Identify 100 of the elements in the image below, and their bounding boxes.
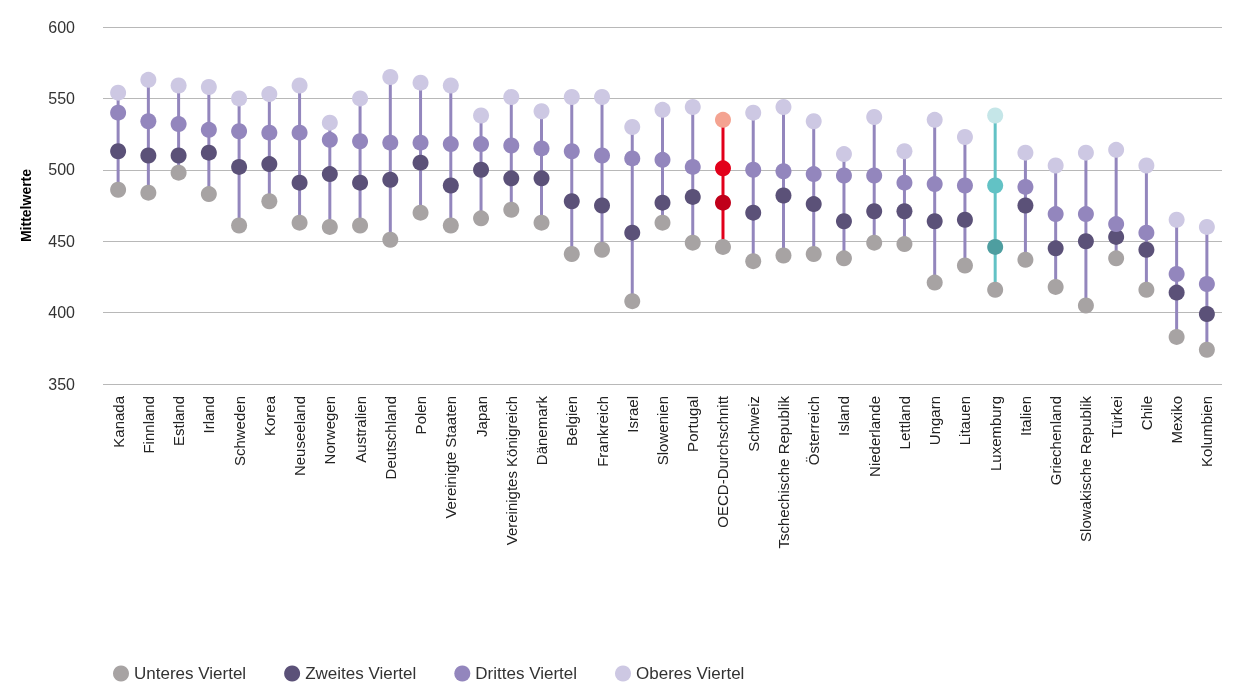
point (594, 241, 611, 258)
point (1047, 206, 1064, 223)
x-tick-label: Griechenland (1047, 396, 1065, 486)
point (654, 151, 671, 168)
x-tick-label: Portugal (684, 396, 702, 452)
point (745, 253, 762, 270)
point (503, 88, 520, 105)
point (503, 137, 520, 154)
point (412, 204, 429, 221)
point (442, 136, 459, 153)
point (866, 203, 883, 220)
point (835, 213, 852, 230)
x-tick-label: Lettland (895, 396, 913, 450)
point (533, 170, 550, 187)
x-tick-label: Vereinigte Staaten (442, 396, 460, 519)
point (896, 143, 913, 160)
point (200, 121, 217, 138)
point (1198, 306, 1215, 323)
point (563, 143, 580, 160)
point (261, 156, 278, 173)
x-tick-label: Japan (472, 396, 490, 437)
point (382, 134, 399, 151)
point (1138, 224, 1155, 241)
point (110, 143, 127, 160)
point (624, 293, 641, 310)
point (1108, 250, 1125, 267)
point (231, 90, 248, 107)
x-tick-label: Slowakische Republik (1077, 395, 1095, 542)
point (473, 210, 490, 227)
point (231, 158, 248, 175)
x-tick-label: Island (835, 396, 853, 437)
x-tick-label: Neuseeland (291, 396, 309, 477)
point (473, 161, 490, 178)
point (1108, 216, 1125, 233)
point (715, 160, 731, 177)
point (654, 214, 671, 231)
legend-label: Unteres Viertel (134, 664, 247, 683)
point (321, 131, 338, 148)
point (1017, 197, 1034, 214)
y-tick-label: 400 (48, 304, 76, 322)
point (1047, 240, 1064, 257)
point (926, 176, 943, 193)
x-tick-label: Slowenien (654, 396, 671, 466)
point (624, 150, 641, 167)
point (1077, 297, 1094, 314)
point (715, 111, 731, 128)
x-tick-label: Tschechische Republik (774, 395, 792, 549)
point (503, 201, 520, 218)
point (896, 203, 913, 220)
point (261, 124, 278, 141)
point (140, 71, 157, 88)
point (775, 187, 792, 204)
x-tick-label: Chile (1137, 396, 1155, 431)
point (563, 88, 580, 105)
point (352, 174, 369, 191)
point (170, 164, 187, 181)
point (745, 204, 762, 221)
point (321, 166, 338, 183)
point (1077, 233, 1094, 250)
point (926, 213, 943, 230)
point (291, 214, 308, 231)
x-tick-label: Ungarn (926, 396, 944, 446)
point (1198, 276, 1215, 293)
point (140, 184, 157, 201)
point (352, 133, 369, 150)
point (775, 98, 792, 115)
point (533, 140, 550, 157)
point (1077, 206, 1094, 223)
point (654, 194, 671, 211)
x-tick-label: Italien (1016, 396, 1034, 437)
point (805, 166, 822, 183)
point (382, 231, 399, 248)
x-tick-label: Deutschland (381, 396, 399, 480)
point (684, 234, 701, 251)
point (1017, 178, 1034, 195)
x-tick-label: Vereinigtes Königreich (502, 396, 520, 546)
point (987, 238, 1004, 255)
point (321, 114, 338, 131)
point (654, 101, 671, 118)
point (835, 146, 852, 163)
point (563, 193, 580, 210)
point (684, 158, 701, 175)
y-tick-label: 450 (48, 232, 76, 250)
point (745, 104, 762, 121)
point (896, 174, 913, 191)
point (412, 74, 429, 91)
point (442, 177, 459, 194)
x-tick-label: Estland (170, 396, 188, 447)
point (170, 116, 187, 133)
point (866, 167, 883, 184)
x-tick-label: Norwegen (321, 396, 339, 465)
point (745, 161, 762, 178)
point (1138, 281, 1155, 298)
point (170, 147, 187, 164)
point (110, 181, 127, 198)
point (1108, 141, 1125, 158)
x-tick-label: Luxemburg (986, 396, 1004, 472)
point (291, 174, 308, 191)
point (140, 147, 157, 164)
point (473, 107, 490, 124)
